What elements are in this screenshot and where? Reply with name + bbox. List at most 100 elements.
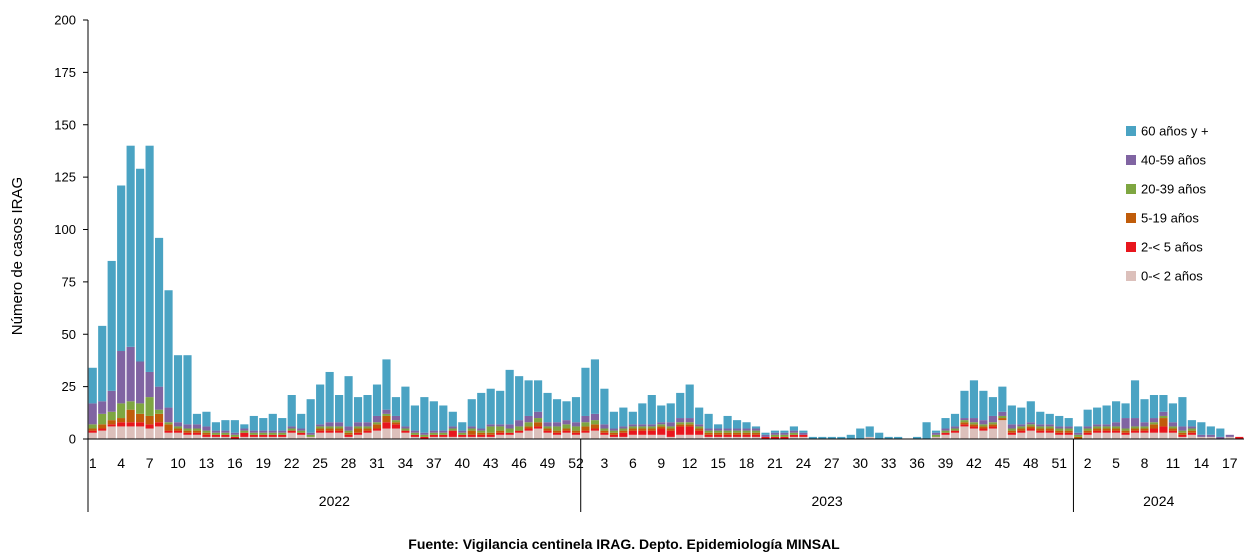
bar-segment (439, 436, 448, 439)
bar-segment (230, 434, 239, 437)
y-ticks-group: 0 25 50 75 100 125 150 175 200 (54, 13, 88, 447)
x-tick-label: 9 (657, 455, 665, 471)
bar-segment (1083, 432, 1092, 435)
bar-segment (600, 434, 609, 439)
bar-segment (316, 428, 325, 431)
bar-segment (732, 430, 742, 433)
x-tick-label: 17 (1222, 455, 1238, 471)
bar-segment (960, 426, 969, 439)
bar-segment (325, 428, 334, 431)
bar-segment (297, 413, 306, 429)
bar-segment (799, 430, 808, 433)
bar-segment (1007, 430, 1016, 433)
bar-segment (1149, 418, 1159, 423)
bar-segment (249, 430, 258, 433)
bar-segment (638, 428, 647, 431)
bar-segment (1168, 422, 1178, 427)
bar-segment (145, 428, 154, 439)
bar-segment (353, 428, 363, 433)
bar-segment (590, 420, 600, 425)
x-tick-label: 28 (341, 455, 357, 471)
bar-segment (581, 430, 590, 433)
bar-segment (410, 436, 419, 439)
bar-segment (439, 434, 448, 437)
bar-segment (1187, 428, 1196, 431)
bar-segment (1083, 426, 1092, 429)
x-tick-label: 21 (767, 455, 783, 471)
bar-segment (666, 422, 675, 427)
bar-segment (969, 418, 979, 423)
bar-segment (1093, 430, 1102, 433)
bar-segment (88, 430, 97, 433)
bar-segment (676, 422, 685, 425)
bar-segment (268, 432, 277, 435)
bar-segment (789, 436, 798, 439)
bar-segment (571, 426, 581, 431)
bar-segment (363, 395, 372, 423)
bar-segment (1168, 430, 1178, 433)
bar-segment (543, 422, 552, 427)
bar-segment (117, 351, 126, 404)
bar-segment (1007, 405, 1016, 425)
bar-segment (543, 430, 552, 433)
bar-segment (1093, 428, 1102, 431)
bar-segment (1045, 430, 1054, 433)
bar-segment (647, 424, 656, 427)
bar-segment (410, 430, 419, 433)
bar-segment (571, 422, 581, 427)
bar-segment (732, 434, 742, 437)
bar-segment (969, 424, 979, 427)
bar-segment (969, 428, 979, 439)
bar-segment (154, 409, 164, 414)
bar-segment (1130, 426, 1140, 429)
bar-segment (1187, 430, 1196, 433)
bar-segment (638, 424, 647, 427)
bar-segment (382, 422, 391, 429)
bar-segment (950, 432, 960, 439)
bar-segment (1045, 432, 1054, 439)
bar-segment (145, 397, 154, 416)
bar-segment (202, 432, 211, 435)
bar-segment (1036, 426, 1045, 429)
bar-segment (1026, 401, 1035, 423)
bar-segment (590, 413, 600, 421)
bar-segment (979, 426, 988, 429)
bar-segment (420, 436, 429, 439)
bar-segment (619, 407, 628, 427)
bar-segment (1036, 424, 1045, 427)
bar-segment (173, 428, 183, 431)
bar-segment (1168, 432, 1178, 439)
bar-segment (600, 428, 609, 431)
bar-segment (742, 428, 751, 431)
bar-segment (401, 426, 410, 429)
bar-segment (780, 434, 789, 437)
bar-segment (382, 409, 391, 414)
bar-segment (211, 422, 220, 431)
bar-segment (467, 436, 476, 439)
bar-segment (543, 428, 552, 431)
y-tick-label: 25 (62, 379, 76, 394)
bar-segment (1140, 428, 1149, 431)
bar-segment (751, 428, 761, 431)
bar-segment (742, 436, 751, 439)
bar-segment (278, 430, 287, 433)
bar-segment (562, 401, 571, 421)
bar-segment (837, 436, 846, 439)
x-tick-label: 15 (710, 455, 726, 471)
bar-segment (316, 432, 325, 439)
bar-segment (1168, 426, 1178, 429)
bar-segment (344, 434, 353, 437)
bar-segment (1064, 418, 1073, 427)
bar-segment (515, 430, 524, 433)
bar-segment (297, 432, 306, 435)
bar-segment (117, 403, 126, 419)
legend-swatch (1126, 242, 1136, 252)
bar-segment (1140, 399, 1149, 423)
bar-segment (1007, 424, 1016, 429)
bar-segment (306, 432, 315, 435)
bar-segment (458, 436, 467, 439)
bar-segment (979, 424, 988, 427)
bar-segment (1140, 426, 1149, 429)
bar-segment (628, 426, 637, 429)
x-tick-label: 31 (369, 455, 385, 471)
